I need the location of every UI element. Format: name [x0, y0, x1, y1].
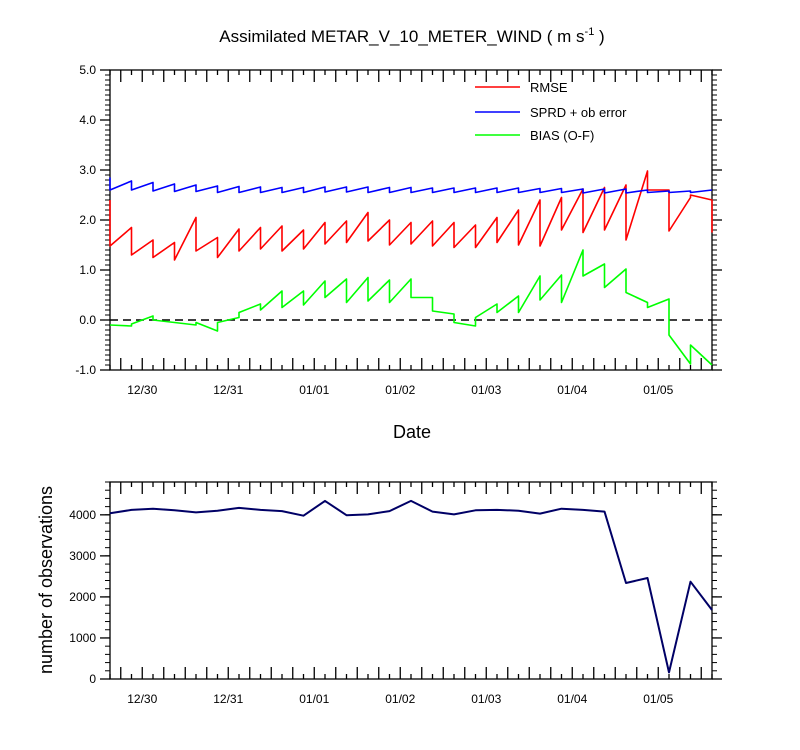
top-chart-title: Assimilated METAR_V_10_METER_WIND ( m s-… — [219, 26, 604, 46]
bottom-y-tick-label: 3000 — [69, 549, 96, 563]
top-y-tick-label: -1.0 — [75, 363, 96, 377]
top-x-tick-label: 01/05 — [643, 383, 673, 397]
top-y-tick-label: 1.0 — [79, 263, 96, 277]
top-axis-ticks: 12/30 12/31 01/01 01/02 01/03 01/04 01/05 -1.0 0… — [75, 63, 722, 397]
top-series-lines — [109, 170, 713, 366]
bottom-chart: 12/30 12/31 01/01 01/02 01/03 01/04 01/05 0 1000… — [36, 481, 722, 706]
bottom-axis-ticks: 12/30 12/31 01/01 01/02 01/03 01/04 01/05 0 1000… — [69, 481, 722, 706]
top-series-bias-o-f — [109, 249, 713, 366]
top-x-tick-label: 01/03 — [471, 383, 501, 397]
top-y-tick-label: 4.0 — [79, 113, 96, 127]
top-y-tick-label: 5.0 — [79, 63, 96, 77]
top-x-tick-label: 12/31 — [213, 383, 243, 397]
top-x-axis-label: Date — [393, 422, 431, 442]
top-series-rmse — [109, 170, 713, 261]
bottom-x-tick-label: 01/01 — [299, 692, 329, 706]
top-x-tick-label: 01/02 — [385, 383, 415, 397]
top-x-tick-label: 01/04 — [557, 383, 587, 397]
legend: RMSE SPRD + ob error BIAS (O-F) — [475, 80, 627, 143]
top-y-tick-label: 0.0 — [79, 313, 96, 327]
legend-label-rmse: RMSE — [530, 80, 568, 95]
legend-label-sprd: SPRD + ob error — [530, 105, 627, 120]
bottom-x-tick-label: 01/02 — [385, 692, 415, 706]
bottom-y-tick-label: 0 — [89, 672, 96, 686]
bottom-y-axis-label: number of observations — [36, 486, 56, 674]
top-x-tick-label: 12/30 — [127, 383, 157, 397]
bottom-y-tick-label: 1000 — [69, 631, 96, 645]
legend-label-bias: BIAS (O-F) — [530, 128, 594, 143]
bottom-series-number-of-observations — [109, 499, 713, 674]
top-chart: 12/30 12/31 01/01 01/02 01/03 01/04 01/05 -1.0 0… — [75, 63, 722, 442]
title-exponent: -1 — [585, 26, 595, 38]
bottom-x-tick-label: 12/31 — [213, 692, 243, 706]
bottom-x-tick-label: 01/05 — [643, 692, 673, 706]
bottom-x-tick-label: 12/30 — [127, 692, 157, 706]
top-y-tick-label: 2.0 — [79, 213, 96, 227]
bottom-series-lines — [109, 499, 713, 674]
top-series-sprd-ob-error — [109, 177, 713, 194]
bottom-y-tick-label: 4000 — [69, 508, 96, 522]
bottom-x-tick-label: 01/03 — [471, 692, 501, 706]
bottom-x-tick-label: 01/04 — [557, 692, 587, 706]
title-end: ) — [594, 27, 604, 46]
bottom-y-tick-label: 2000 — [69, 590, 96, 604]
top-y-tick-label: 3.0 — [79, 163, 96, 177]
top-x-tick-label: 01/01 — [299, 383, 329, 397]
